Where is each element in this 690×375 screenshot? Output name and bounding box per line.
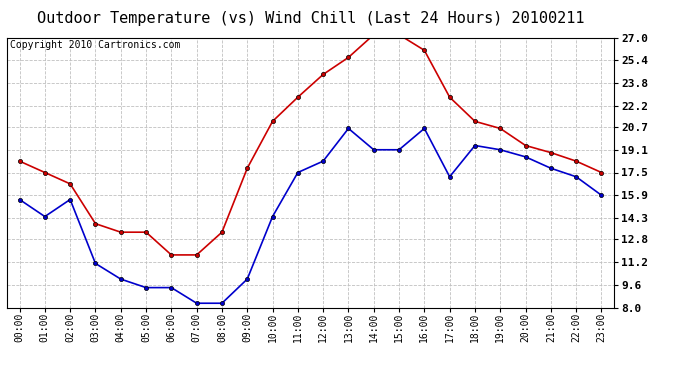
Text: Copyright 2010 Cartronics.com: Copyright 2010 Cartronics.com (10, 40, 180, 50)
Text: Outdoor Temperature (vs) Wind Chill (Last 24 Hours) 20100211: Outdoor Temperature (vs) Wind Chill (Las… (37, 11, 584, 26)
